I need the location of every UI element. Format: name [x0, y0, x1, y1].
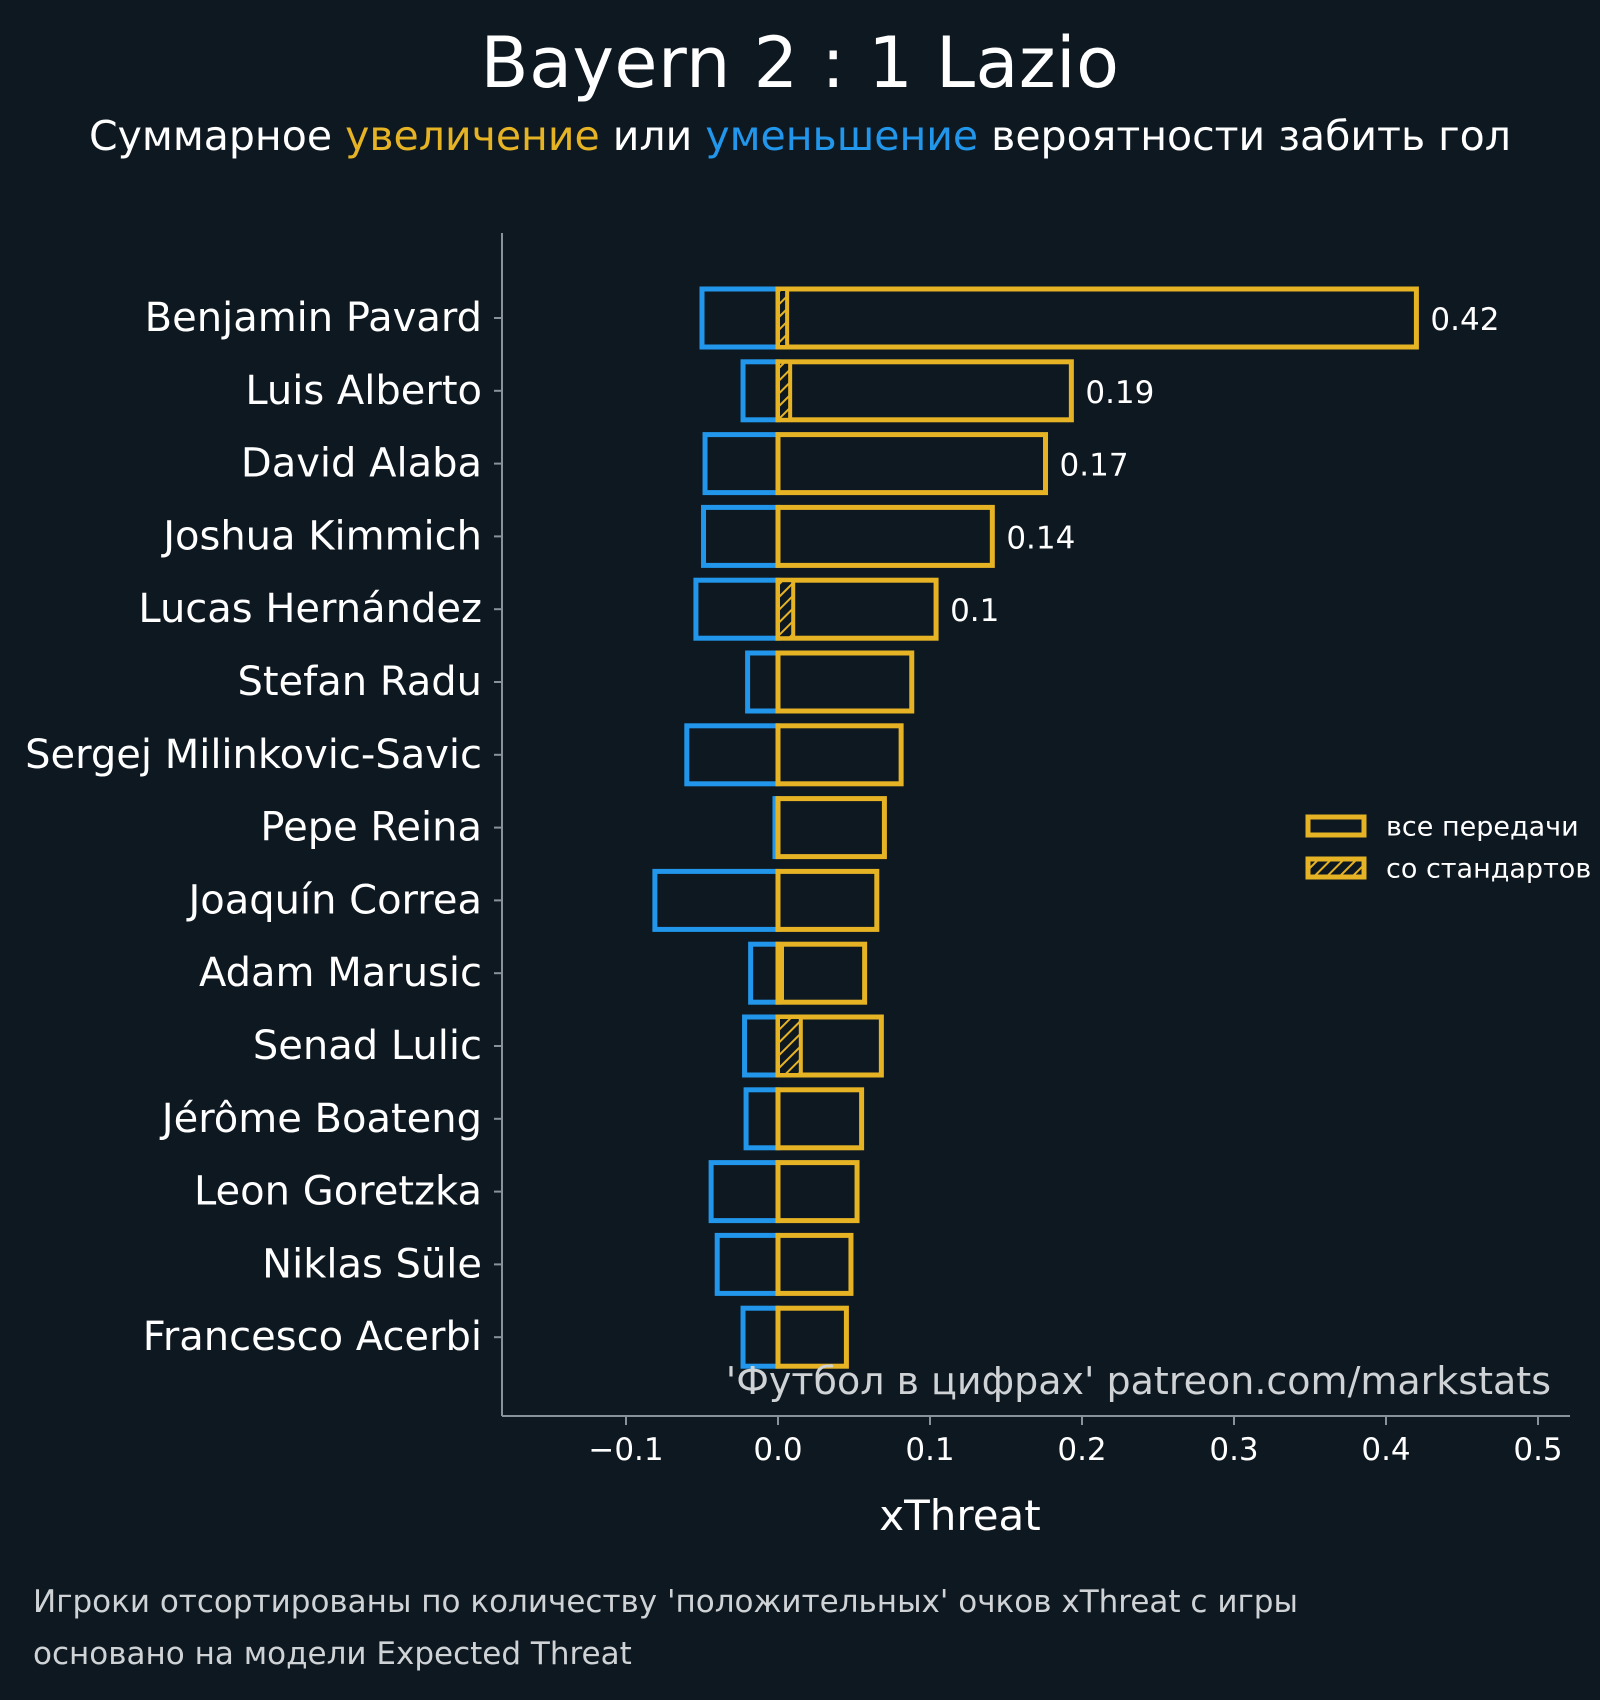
set-piece-bar [776, 578, 796, 641]
player-label: Adam Marusic [199, 950, 482, 996]
player-label: David Alaba [241, 441, 482, 487]
x-tick-label: 0.2 [1057, 1432, 1106, 1468]
legend-swatch-all-passes [1305, 814, 1367, 838]
negative-bar [748, 941, 781, 1005]
negative-bar [714, 1232, 781, 1296]
subtitle-decrease: уменьшение [705, 112, 979, 160]
set-piece-bar [776, 359, 793, 422]
value-label: 0.14 [1006, 520, 1075, 556]
legend-label-set-pieces: со стандартов [1386, 854, 1591, 885]
chart-subtitle: Суммарное увеличение или уменьшение веро… [0, 112, 1600, 160]
positive-bar [775, 1087, 865, 1151]
player-label: Jérôme Boateng [159, 1096, 482, 1142]
value-label: 0.17 [1060, 448, 1129, 484]
positive-bar [775, 650, 915, 714]
negative-bar [684, 723, 781, 787]
positive-bar [775, 796, 887, 860]
negative-bar [708, 1160, 781, 1224]
legend-label-all-passes: все передачи [1386, 812, 1579, 843]
footer-note-model: основано на модели Expected Threat [33, 1636, 632, 1672]
player-label: Pepe Reina [260, 805, 482, 851]
player-label: Joaquín Correa [185, 877, 482, 923]
watermark: 'Футбол в цифрах' patreon.com/markstats [726, 1359, 1551, 1403]
positive-bar [775, 577, 939, 641]
set-piece-bar [776, 1015, 803, 1077]
player-label: Senad Lulic [253, 1023, 482, 1069]
x-axis-title: xThreat [879, 1491, 1041, 1540]
player-label: Leon Goretzka [194, 1169, 482, 1215]
player-label: Benjamin Pavard [145, 295, 482, 341]
positive-bar [775, 1232, 854, 1296]
negative-bar [701, 504, 781, 568]
subtitle-mid: или [599, 112, 706, 160]
set-piece-bar [776, 287, 790, 349]
x-tick-label: −0.1 [588, 1432, 663, 1468]
negative-bar [740, 1305, 781, 1369]
x-tick-label: 0.5 [1513, 1432, 1562, 1468]
negative-bar [699, 286, 781, 350]
subtitle-post: вероятности забить гол [978, 112, 1511, 160]
positive-bar [775, 941, 868, 1005]
negative-bar [740, 359, 781, 423]
positive-bar [775, 286, 1419, 350]
positive-bar [775, 359, 1074, 423]
positive-bar [775, 1160, 860, 1224]
x-tick-label: 0.1 [905, 1432, 954, 1468]
negative-bar [745, 650, 781, 714]
positive-bar [775, 504, 995, 568]
negative-bar [652, 868, 781, 932]
value-label: 0.19 [1085, 375, 1154, 411]
value-label: 0.1 [950, 593, 999, 629]
player-label: Joshua Kimmich [160, 513, 482, 559]
legend-swatch-set-pieces [1305, 856, 1367, 880]
player-label: Lucas Hernández [138, 586, 482, 632]
negative-bar [693, 577, 781, 641]
player-label: Sergej Milinkovic-Savic [25, 732, 482, 778]
footer-note-sorting: Игроки отсортированы по количеству 'поло… [33, 1584, 1298, 1620]
positive-bar [775, 1305, 849, 1369]
subtitle-increase: увеличение [345, 112, 600, 160]
x-tick-label: 0.0 [753, 1432, 802, 1468]
positive-bar [775, 868, 880, 932]
negative-bar [702, 432, 781, 496]
value-label: 0.42 [1430, 302, 1499, 338]
player-label: Luis Alberto [245, 368, 482, 414]
x-tick-label: 0.4 [1361, 1432, 1410, 1468]
player-label: Stefan Radu [237, 659, 482, 705]
positive-bar [775, 723, 904, 787]
negative-bar [742, 1014, 781, 1078]
plot-area: Benjamin Pavard 0.42 Luis Alberto 0.19 David… [25, 233, 1591, 1540]
set-piece-bar [776, 942, 784, 1005]
player-label: Niklas Süle [262, 1241, 482, 1287]
positive-bar [775, 432, 1049, 496]
negative-bar [743, 1087, 781, 1151]
x-tick-label: 0.3 [1209, 1432, 1258, 1468]
subtitle-pre: Суммарное [89, 112, 346, 160]
chart-title: Bayern 2 : 1 Lazio [480, 22, 1120, 104]
player-label: Francesco Acerbi [143, 1314, 482, 1360]
